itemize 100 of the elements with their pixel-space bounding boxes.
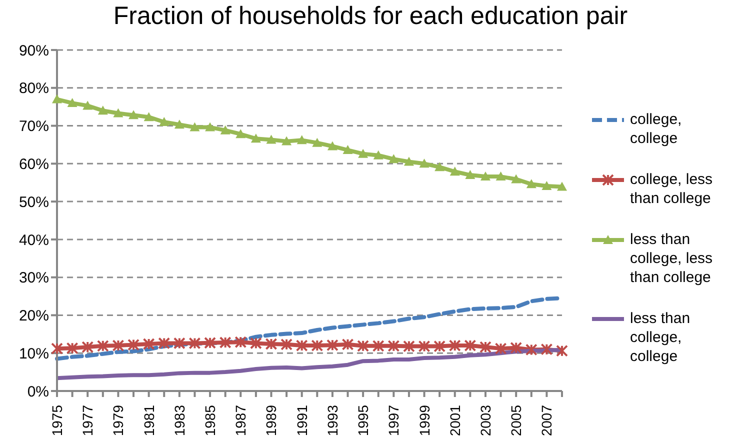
x-tick-label: 1995 [355, 404, 372, 436]
point [296, 135, 307, 144]
point [158, 337, 170, 350]
point [404, 156, 414, 166]
point [480, 172, 490, 181]
point [312, 138, 322, 147]
point [526, 179, 536, 188]
y-tick-label: 70% [18, 118, 49, 136]
point [496, 172, 506, 181]
point [418, 340, 430, 352]
point [190, 122, 200, 132]
point [67, 98, 78, 108]
legend-label: college, college [630, 110, 683, 148]
point [479, 341, 492, 354]
x-tick-label: 1983 [171, 404, 188, 436]
point [419, 158, 430, 168]
chart-title: Fraction of households for each education pair [112, 2, 629, 31]
y-tick-label: 40% [18, 232, 49, 249]
point [542, 181, 552, 190]
x-tick-label: 2005 [508, 404, 524, 436]
x-tick-label: 2001 [446, 404, 463, 436]
y-tick-label: 10% [18, 345, 49, 362]
point [204, 336, 216, 349]
point [510, 342, 522, 354]
point [144, 112, 154, 122]
legend-label: less than college, college [630, 309, 692, 366]
point [51, 342, 63, 355]
point [327, 141, 338, 150]
point [556, 344, 568, 357]
legend-label: college, less than college [630, 170, 714, 208]
x-tick-label: 1979 [110, 404, 126, 436]
point [128, 338, 140, 351]
point [525, 344, 538, 356]
point [296, 340, 308, 352]
y-tick-label: 60% [18, 156, 49, 173]
point [388, 340, 400, 352]
point [448, 340, 461, 352]
point [357, 340, 370, 352]
point [173, 337, 186, 350]
point [311, 340, 324, 352]
point [128, 110, 139, 120]
point [52, 94, 62, 104]
y-tick-label: 0% [27, 383, 49, 400]
point [220, 125, 230, 134]
x-tick-label: 1985 [202, 404, 218, 436]
point [434, 162, 445, 172]
y-tick-label: 20% [18, 308, 49, 325]
x-tick-label: 1975 [49, 404, 65, 436]
point [465, 170, 476, 180]
x-tick-label: 1999 [416, 404, 432, 436]
point [373, 150, 384, 160]
point [82, 100, 93, 110]
point [511, 174, 522, 184]
point [540, 343, 553, 356]
y-tick-label: 30% [18, 270, 49, 287]
point [96, 340, 109, 352]
x-tick-label: 2003 [477, 404, 494, 436]
point [358, 148, 368, 158]
y-tick-label: 80% [18, 80, 49, 98]
point [265, 338, 278, 350]
point [342, 145, 353, 154]
x-tick-label: 1977 [80, 404, 96, 436]
x-tick-label: 1987 [232, 404, 249, 436]
point [250, 337, 262, 350]
point [112, 340, 124, 352]
point [66, 342, 78, 354]
point [113, 108, 124, 118]
point [494, 342, 507, 355]
point [434, 340, 446, 352]
point [282, 136, 292, 146]
point [159, 116, 170, 126]
point [98, 106, 108, 115]
point [188, 337, 201, 350]
point [450, 166, 460, 176]
x-tick-label: 1981 [140, 404, 157, 436]
point [388, 154, 399, 164]
point [266, 134, 276, 144]
legend-label: less than college, less than college [630, 230, 714, 287]
x-tick-label: 1993 [324, 404, 340, 436]
point [142, 338, 155, 350]
point [557, 182, 567, 191]
point [236, 129, 246, 138]
x-tick-label: 2007 [538, 404, 555, 436]
point [326, 339, 338, 352]
x-tick-label: 1997 [386, 404, 402, 436]
point [342, 338, 354, 350]
point [464, 340, 476, 352]
x-tick-label: 1989 [263, 404, 280, 436]
x-tick-label: 1991 [294, 404, 310, 436]
y-tick-label: 90% [18, 42, 49, 60]
y-tick-label: 50% [18, 194, 49, 211]
point [219, 336, 232, 348]
point [174, 120, 184, 129]
point [234, 336, 247, 348]
point [250, 134, 261, 143]
point [280, 338, 293, 350]
point [402, 340, 415, 352]
point [205, 122, 216, 132]
point [372, 340, 384, 352]
point [82, 341, 94, 354]
